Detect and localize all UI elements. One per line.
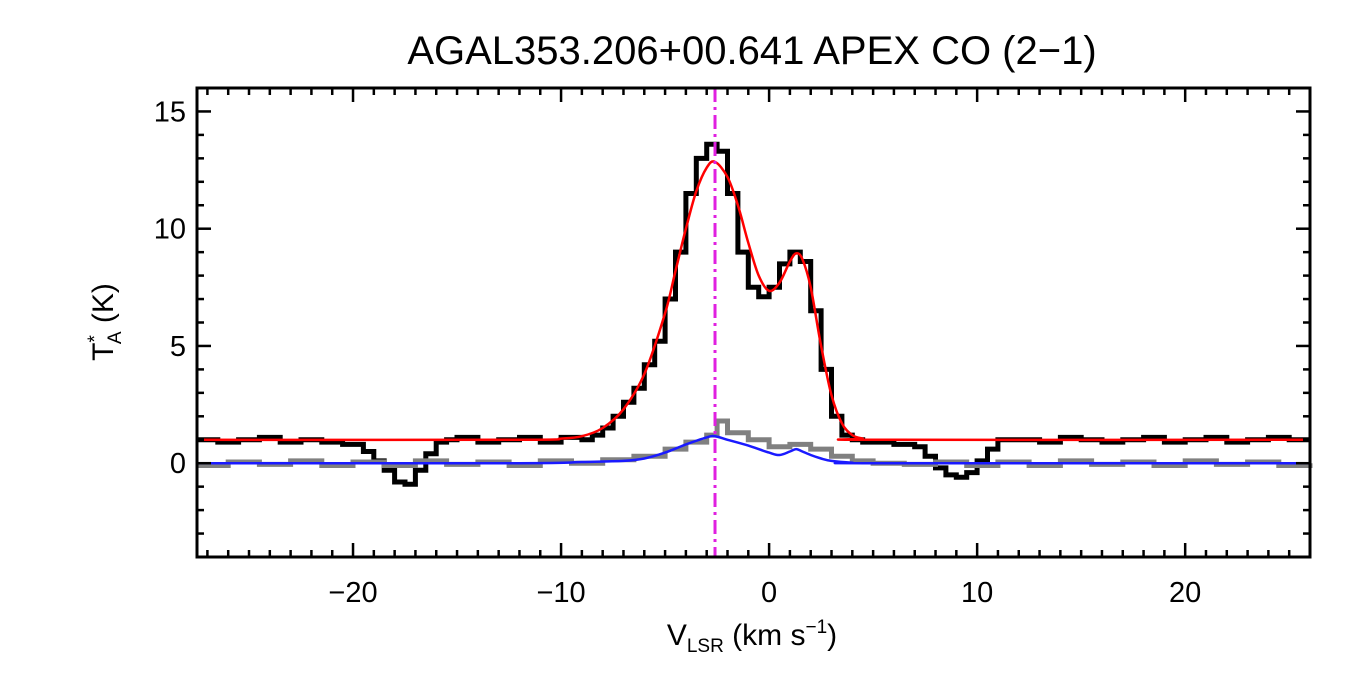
x-tick-label: 0 (761, 577, 777, 609)
y-tick-label: 5 (170, 331, 186, 363)
x-tick-label: 20 (1169, 577, 1201, 609)
plot-frame (195, 86, 1312, 559)
y-tick-label: 15 (154, 96, 186, 128)
y-tick-label: 0 (170, 448, 186, 480)
spectrum-series-1 (197, 141, 1310, 487)
chart-title: AGAL353.206+00.641 APEX CO (2−1) (407, 29, 1096, 73)
x-axis-label: VLSR (km s−1) (667, 617, 837, 657)
x-tick-label: −10 (536, 577, 585, 609)
x-tick-label: 10 (961, 577, 993, 609)
plot-area: −20 −10 0 10 20 0 5 10 15 (154, 86, 1313, 609)
spectrum-series-3 (196, 160, 1311, 442)
x-tick-label: −20 (328, 577, 377, 609)
spectrum-series-4 (196, 434, 1311, 465)
y-axis-label: T*A (K) (85, 283, 126, 361)
y-tick-label: 10 (154, 214, 186, 246)
